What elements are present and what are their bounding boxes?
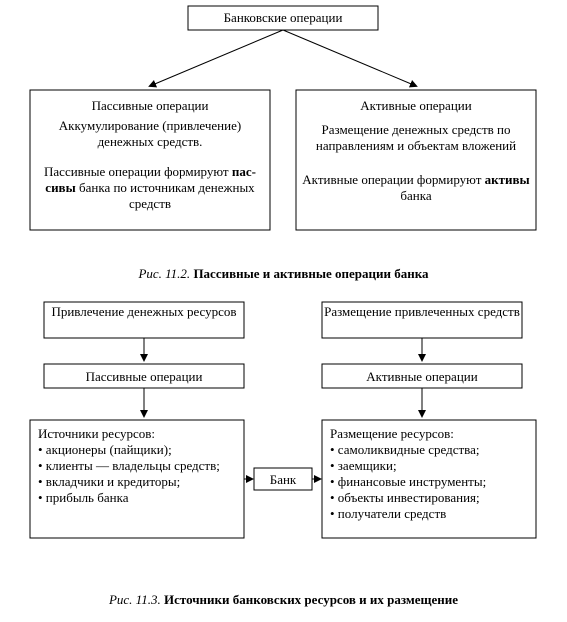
placements-title: Размещение ресурсов:: [330, 426, 530, 442]
passive-box: Пассивные операции Аккумулирование (прив…: [30, 90, 270, 230]
top-left-box: Привлечение денежных ресурсов: [44, 302, 244, 338]
list-item: • заемщики;: [330, 458, 530, 474]
list-item: • клиенты — владельцы средств;: [38, 458, 238, 474]
mid-right-box: Активные операции: [322, 364, 522, 388]
caption-11-2: Рис. 11.2. Пассивные и активные операции…: [0, 266, 567, 282]
passive-p1: Аккумулирование (привлечение) денежных с…: [36, 118, 264, 150]
active-title: Активные операции: [360, 98, 471, 113]
placements-list: • самоликвидные средства;• заемщики;• фи…: [330, 442, 530, 522]
active-box: Активные операции Размещение денежных ср…: [296, 90, 536, 230]
placements-box: Размещение ресурсов: • самоликвидные сре…: [322, 420, 536, 538]
active-p1: Размещение денежных средств по направлен…: [302, 122, 530, 154]
sources-box: Источники ресурсов: • акционеры (пайщики…: [30, 420, 244, 538]
passive-p2: Пассивные операции формируют пас­сивы ба…: [36, 164, 264, 212]
list-item: • финансовые инструменты;: [330, 474, 530, 490]
sources-list: • акционеры (пайщики);• клиенты — владел…: [38, 442, 238, 506]
list-item: • самоликвидные средства;: [330, 442, 530, 458]
edge-root-right: [283, 30, 416, 86]
list-item: • получатели средств: [330, 506, 530, 522]
list-item: • прибыль банка: [38, 490, 238, 506]
fig-11-2: Банковские операции Пассивные операции А…: [0, 0, 567, 260]
svg-text:Пассивные операции: Пассивные операции: [86, 369, 203, 384]
list-item: • акционеры (пайщики);: [38, 442, 238, 458]
root-label: Банковские операции: [224, 10, 343, 25]
sources-title: Источники ресурсов:: [38, 426, 238, 442]
top-right-box: Размещение привлеченных средств: [322, 302, 522, 338]
bank-node: Банк: [254, 468, 312, 490]
list-item: • вкладчики и кредиторы;: [38, 474, 238, 490]
svg-text:Банк: Банк: [270, 472, 297, 487]
root-node: Банковские операции: [188, 6, 378, 30]
passive-title: Пассивные операции: [92, 98, 209, 113]
active-p2: Активные операции формируют активы банка: [302, 172, 530, 204]
svg-text:Активные операции: Активные операции: [366, 369, 477, 384]
mid-left-box: Пассивные операции: [44, 364, 244, 388]
fig-11-3: Привлечение денежных ресурсов Размещение…: [0, 296, 567, 586]
caption-11-3: Рис. 11.3. Источники банковских ресурсов…: [0, 592, 567, 608]
list-item: • объекты инвестирования;: [330, 490, 530, 506]
edge-root-left: [150, 30, 283, 86]
